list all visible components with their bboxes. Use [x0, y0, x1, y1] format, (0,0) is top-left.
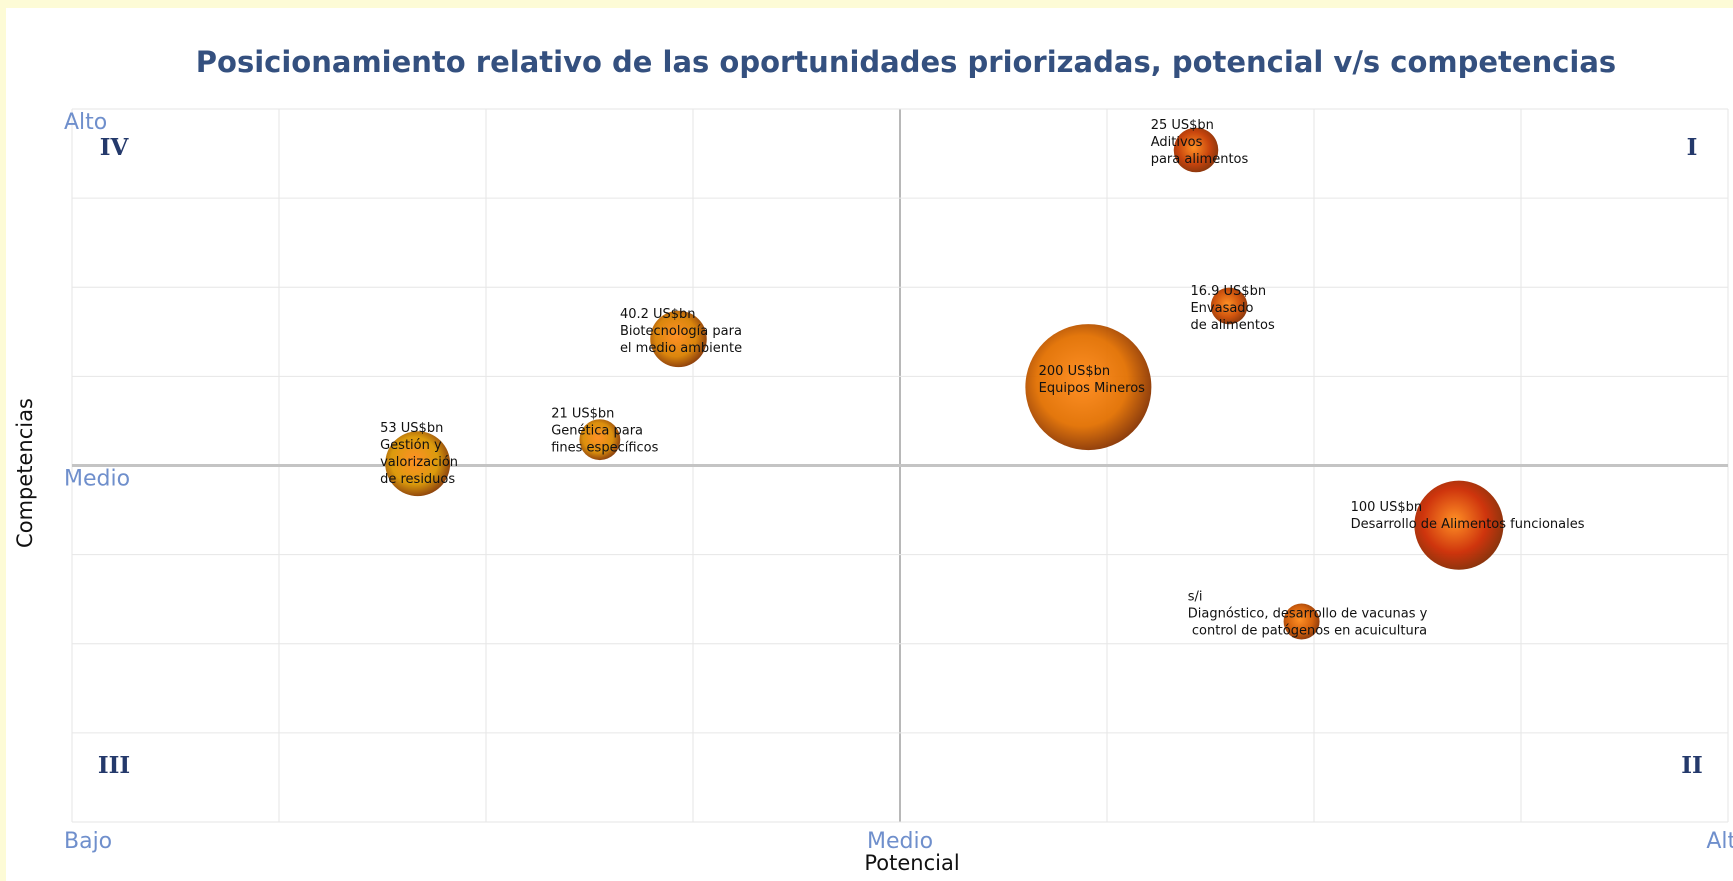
- point-label: valorización: [380, 455, 458, 470]
- y-tick-label: Alto: [64, 110, 107, 135]
- point-label: de residuos: [380, 472, 455, 487]
- point-label: Envasado: [1190, 301, 1253, 316]
- y-tick-label: Medio: [64, 467, 130, 492]
- point-label: fines específicos: [551, 441, 658, 456]
- chart: Posicionamiento relativo de las oportuni…: [13, 45, 1733, 875]
- point-label: Equipos Mineros: [1039, 381, 1146, 396]
- point-label: el medio ambiente: [620, 341, 742, 356]
- quadrant-label: IV: [100, 134, 130, 161]
- bubble: [1210, 287, 1248, 325]
- x-tick-label: Medio: [867, 829, 933, 854]
- bubble: [1283, 603, 1320, 640]
- point-label: Gestión y: [380, 438, 442, 453]
- bubble: [1414, 480, 1504, 570]
- chart-frame: Posicionamiento relativo de las oportuni…: [6, 8, 1733, 881]
- data-label: 16.9 US$bn: [1190, 284, 1266, 299]
- x-tick-label: Bajo: [64, 829, 112, 854]
- bubble: [579, 419, 621, 461]
- y-axis-title: Competencias: [13, 398, 37, 548]
- x-tick-label: Alto: [1706, 829, 1733, 854]
- quadrant-label: I: [1687, 134, 1698, 161]
- point-label: Aditivos: [1151, 135, 1203, 150]
- point-label: de alimentos: [1190, 318, 1275, 333]
- quadrant-label: III: [98, 752, 130, 779]
- data-label: 100 US$bn: [1351, 500, 1422, 515]
- point-label: Diagnóstico, desarrollo de vacunas y: [1188, 607, 1428, 622]
- data-label: 25 US$bn: [1151, 118, 1214, 133]
- x-axis-title: Potencial: [864, 851, 959, 875]
- point-label: Biotecnología para: [620, 324, 742, 339]
- quadrant-label: II: [1681, 752, 1703, 779]
- point-label: Desarrollo de Alimentos funcionales: [1351, 517, 1585, 532]
- data-label: 53 US$bn: [380, 421, 443, 436]
- bubble: [1173, 127, 1219, 173]
- bubble: [385, 431, 451, 497]
- point-label: control de patógenos en acuicultura: [1188, 624, 1427, 639]
- data-label: 200 US$bn: [1039, 364, 1110, 379]
- point-label: para alimentos: [1151, 152, 1249, 167]
- bubble: [1025, 324, 1152, 451]
- point-label: Genética para: [551, 424, 643, 439]
- bubble: [650, 310, 707, 368]
- chart-title: Posicionamiento relativo de las oportuni…: [196, 45, 1616, 79]
- data-label: 21 US$bn: [551, 407, 614, 422]
- data-label: 40.2 US$bn: [620, 307, 696, 322]
- data-label: s/i: [1188, 590, 1203, 605]
